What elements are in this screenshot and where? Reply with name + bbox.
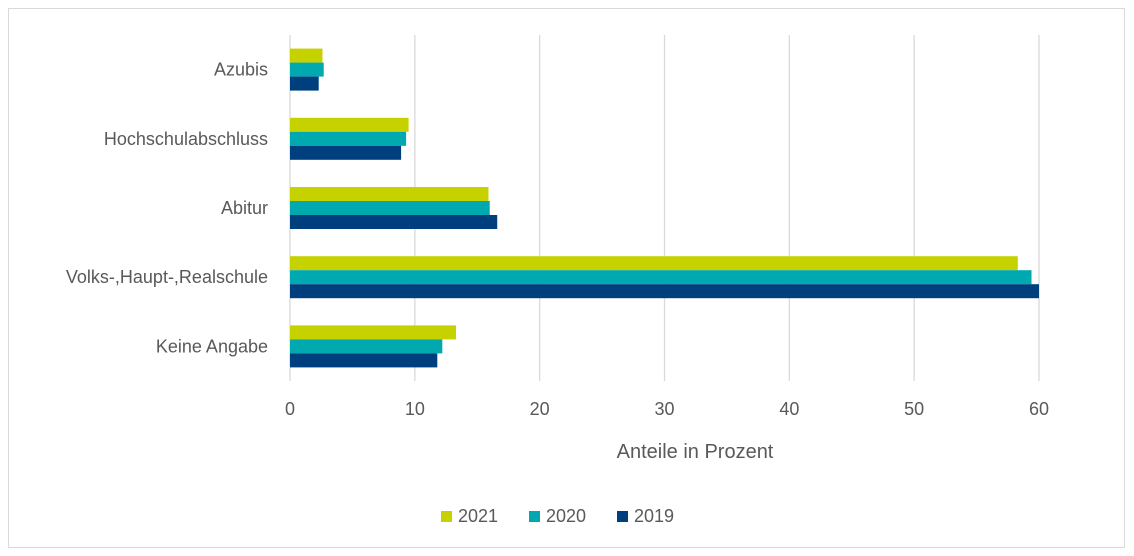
bar-2019-2 — [290, 215, 498, 229]
bar-2019-3 — [290, 284, 1039, 299]
bar-2020-2 — [290, 201, 490, 215]
bar-2021-0 — [290, 48, 323, 63]
bar-2021-1 — [290, 117, 409, 132]
bars — [290, 48, 1039, 368]
x-axis-title: Anteile in Prozent — [617, 441, 774, 463]
x-tick-label: 50 — [904, 399, 924, 419]
bar-2020-0 — [290, 62, 324, 77]
bar-2021-3 — [290, 256, 1018, 271]
gridlines — [289, 35, 1040, 381]
legend-swatch-2020 — [529, 511, 540, 522]
category-label: Keine Angabe — [156, 336, 268, 356]
legend: 2021 2020 2019 — [441, 506, 674, 526]
category-label: Hochschulabschluss — [104, 129, 268, 149]
x-tick-label: 30 — [654, 399, 674, 419]
category-label: Volks-,Haupt-,Realschule — [66, 267, 268, 287]
bar-2020-1 — [290, 131, 407, 146]
bar-2019-1 — [290, 145, 402, 160]
bar-2020-4 — [290, 339, 443, 354]
bar-2021-2 — [290, 187, 489, 201]
category-label: Azubis — [214, 60, 268, 80]
bar-2021-4 — [290, 325, 457, 340]
x-tick-labels: 0 10 20 30 40 50 60 — [285, 399, 1049, 419]
x-tick-label: 10 — [405, 399, 425, 419]
x-tick-label: 60 — [1029, 399, 1049, 419]
legend-swatch-2021 — [441, 511, 452, 522]
x-tick-label: 20 — [530, 399, 550, 419]
bar-2019-4 — [290, 353, 438, 368]
legend-swatch-2019 — [617, 511, 628, 522]
bar-2019-0 — [290, 76, 319, 91]
x-tick-label: 0 — [285, 399, 295, 419]
legend-label-2020: 2020 — [546, 506, 586, 526]
legend-label-2021: 2021 — [458, 506, 498, 526]
legend-label-2019: 2019 — [634, 506, 674, 526]
bar-2020-3 — [290, 270, 1032, 285]
category-label: Abitur — [221, 198, 268, 218]
x-tick-label: 40 — [779, 399, 799, 419]
category-labels: Azubis Hochschulabschluss Abitur Volks-,Hau… — [66, 60, 268, 357]
